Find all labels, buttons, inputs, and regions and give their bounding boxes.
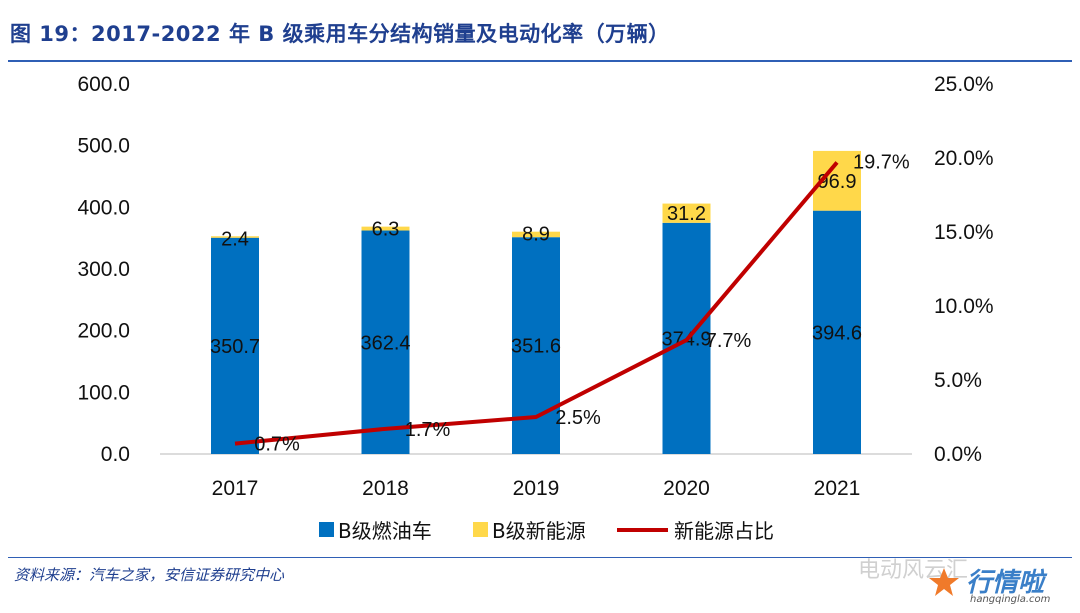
bar-fuel-2017 (211, 237, 259, 454)
bar-nev-2017 (211, 236, 259, 238)
legend-label-nev: B级新能源 (492, 519, 586, 543)
nev-value-label: 6.3 (372, 219, 400, 241)
x-axis-category-label: 2017 (212, 477, 259, 500)
ratio-line (234, 161, 839, 446)
x-axis-category-label: 2021 (814, 477, 861, 500)
bar-fuel-2018 (361, 230, 410, 454)
watermark-brand: 行情啦 (966, 568, 1045, 598)
right-axis-tick-label: 20.0% (934, 147, 994, 170)
legend-swatch-nev (473, 522, 488, 537)
bar-fuel-2021 (813, 210, 861, 454)
ratio-value-label: 19.7% (853, 151, 910, 173)
watermark-site: hangqingla.com (970, 594, 1051, 605)
left-axis-ticks: 0.0 100.0 200.0 300.0 400.0 500.0 600.0 (77, 73, 130, 466)
bar-group: 350.72.4362.46.3351.68.9374.931.2394.696… (210, 150, 862, 454)
footer-divider (8, 557, 1072, 558)
bar-nev-2020 (662, 203, 711, 223)
nev-value-label: 31.2 (667, 203, 706, 225)
right-axis-tick-label: 0.0% (934, 443, 982, 466)
legend-label-fuel: B级燃油车 (338, 519, 432, 543)
right-axis-tick-label: 15.0% (934, 221, 994, 244)
right-axis-ticks: 0.0% 5.0% 10.0% 15.0% 20.0% 25.0% (934, 73, 994, 466)
left-axis-tick-label: 600.0 (77, 73, 130, 96)
right-axis-tick-label: 10.0% (934, 295, 994, 318)
source-note: 资料来源：汽车之家，安信证券研究中心 (14, 566, 285, 584)
nev-value-label: 8.9 (522, 224, 550, 246)
title-divider (8, 60, 1072, 62)
ratio-line-group: 0.7% 1.7% 2.5% 7.7% 19.7% (234, 151, 910, 456)
fuel-value-label: 362.4 (360, 332, 410, 354)
bar-nev-2018 (361, 226, 410, 231)
legend: B级燃油车 B级新能源 新能源占比 (319, 519, 774, 543)
left-axis-tick-label: 300.0 (77, 258, 130, 281)
legend-swatch-fuel (319, 522, 334, 537)
ratio-value-label: 0.7% (254, 434, 300, 456)
chart-title: 图 19：2017-2022 年 B 级乘用车分结构销量及电动化率（万辆） (10, 22, 670, 46)
chart-canvas: 0.0 100.0 200.0 300.0 400.0 500.0 600.0 0.0% 5.… (77, 73, 994, 543)
left-axis-tick-label: 100.0 (77, 381, 130, 404)
fuel-value-label: 350.7 (210, 336, 260, 358)
ratio-value-label: 1.7% (405, 419, 451, 441)
x-axis-category-label: 2020 (663, 477, 710, 500)
fuel-value-label: 351.6 (511, 336, 561, 358)
left-axis-tick-label: 400.0 (77, 196, 130, 219)
x-axis-category-label: 2019 (513, 477, 560, 500)
fuel-value-label: 394.6 (812, 322, 862, 344)
nev-value-label: 96.9 (818, 171, 857, 193)
ratio-value-label: 2.5% (555, 407, 601, 429)
bar-nev-2019 (512, 231, 560, 238)
right-axis-tick-label: 25.0% (934, 73, 994, 96)
x-axis-categories: 2017 2018 2019 2020 2021 (212, 477, 861, 500)
x-axis-category-label: 2018 (362, 477, 409, 500)
star-logo-icon (929, 568, 959, 596)
left-axis-tick-label: 200.0 (77, 320, 130, 343)
right-axis-tick-label: 5.0% (934, 369, 982, 392)
left-axis-tick-label: 0.0 (101, 443, 130, 466)
left-axis-tick-label: 500.0 (77, 135, 130, 158)
legend-label-ratio: 新能源占比 (674, 519, 774, 543)
nev-value-label: 2.4 (221, 228, 249, 250)
ratio-value-label: 7.7% (706, 330, 752, 352)
